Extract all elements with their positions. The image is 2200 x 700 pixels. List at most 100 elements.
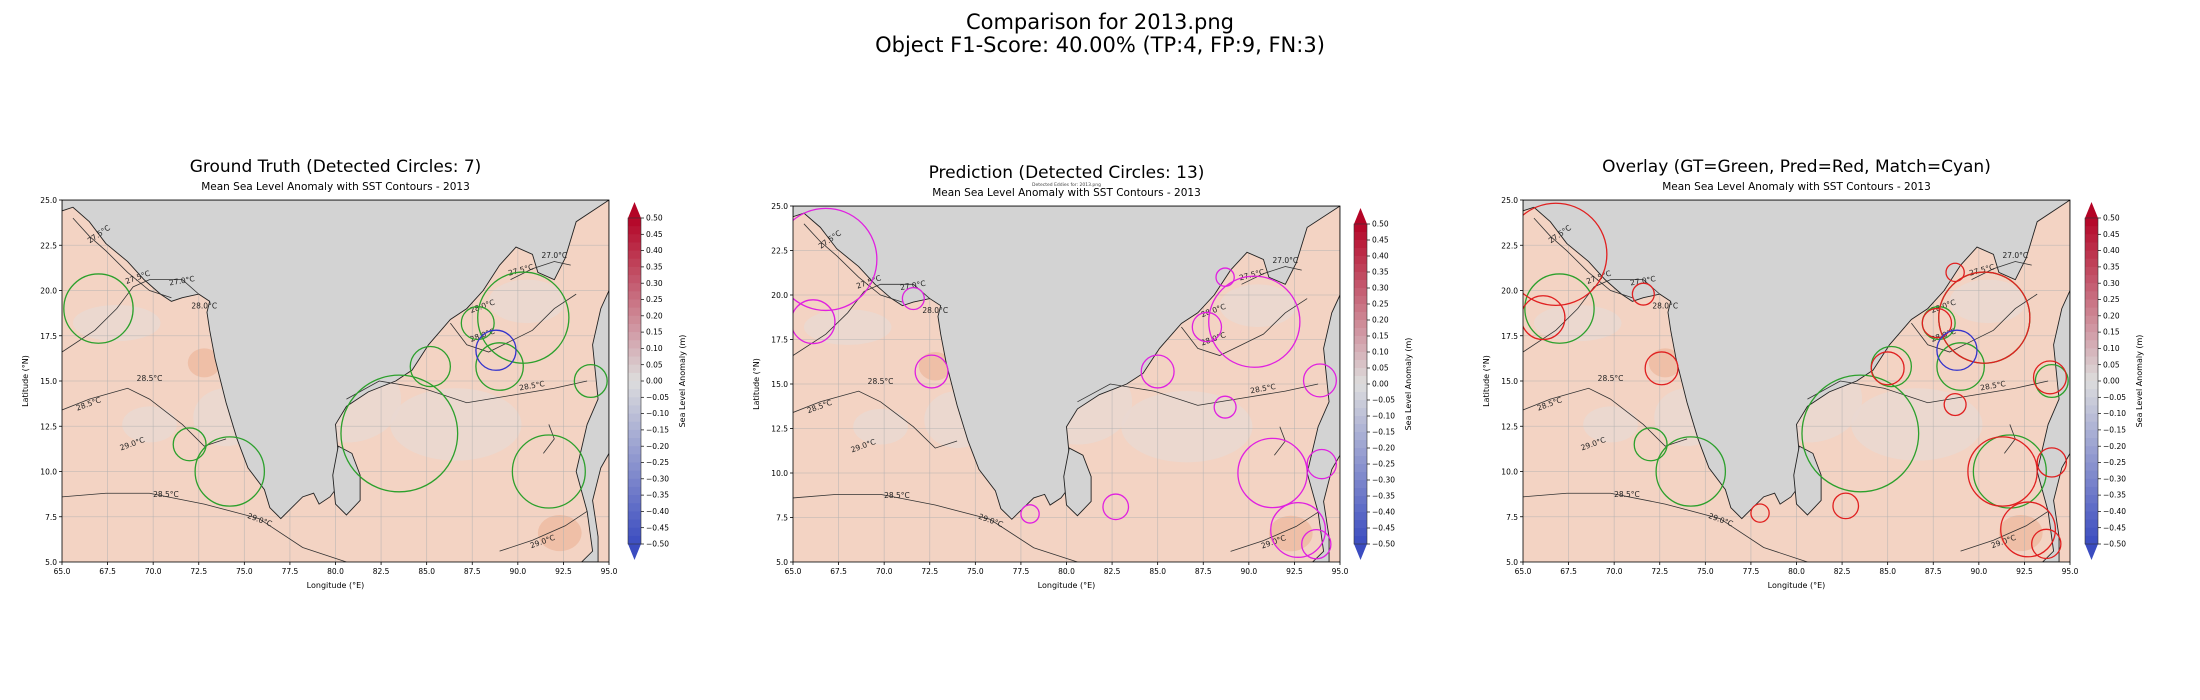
gt-circle	[460, 306, 495, 341]
colorbar-segment	[1354, 408, 1367, 417]
colorbar-tick-label: −0.50	[1372, 540, 1395, 549]
colorbar-tick-label: 0.00	[646, 377, 663, 386]
colorbar-segment	[1354, 336, 1367, 345]
anomaly-patch-low	[122, 406, 177, 443]
x-tick-label: 67.5	[1560, 567, 1577, 576]
colorbar-segment	[2085, 429, 2098, 439]
x-tick-label: 87.5	[1195, 567, 1212, 576]
x-tick-label: 85.0	[1879, 567, 1896, 576]
gt-circle	[1633, 427, 1668, 462]
colorbar-tick-label: −0.10	[646, 409, 669, 418]
sst-contour	[450, 293, 577, 353]
x-tick-label: 95.0	[601, 567, 618, 576]
sst-contour	[1971, 261, 2032, 280]
colorbar-segment	[2085, 438, 2098, 447]
colorbar-tick-label: 0.25	[1372, 300, 1389, 309]
x-axis-label: Longitude (°E)	[1038, 581, 1096, 590]
colorbar-segment	[628, 405, 641, 415]
colorbar-extend-bottom	[1354, 544, 1367, 560]
sst-contour	[62, 492, 347, 562]
colorbar-segment	[1354, 240, 1367, 249]
colorbar-segment	[1354, 400, 1367, 409]
colorbar-tick-label: 0.20	[646, 311, 663, 320]
y-tick-label: 10.0	[771, 469, 788, 478]
anomaly-patch-low	[1121, 391, 1253, 463]
colorbar-tick-label: 0.25	[646, 295, 663, 304]
sst-contour	[72, 217, 172, 299]
colorbar-segment	[628, 389, 641, 398]
pred-circle	[2031, 528, 2062, 560]
pred-circle	[1213, 395, 1237, 419]
landmass	[1523, 200, 2070, 562]
pred-circle	[1208, 275, 1301, 368]
colorbar-segment	[628, 535, 641, 545]
colorbar-tick-label: 0.40	[2103, 246, 2120, 255]
sst-contour	[1807, 380, 2049, 404]
sst-contour	[793, 283, 931, 356]
contour-label: 28.5°C	[884, 491, 910, 500]
figure-title-line1: Comparison for 2013.png	[965, 10, 1235, 34]
pred-circle	[901, 286, 925, 311]
colorbar-label: Sea Level Anomaly (m)	[2135, 335, 2144, 428]
colorbar-tick-label: 0.00	[2103, 377, 2120, 386]
y-tick-label: 25.0	[40, 196, 57, 205]
colorbar-segment	[2085, 454, 2098, 464]
colorbar-tick-label: −0.10	[1372, 412, 1395, 421]
sst-contour	[1911, 293, 2038, 353]
colorbar-tick-label: −0.20	[1372, 444, 1395, 453]
panel-title: Overlay (GT=Green, Pred=Red, Match=Cyan)	[1602, 157, 1991, 177]
colorbar-segment	[2085, 364, 2098, 374]
colorbar-segment	[1354, 288, 1367, 297]
colorbar-tick-label: 0.20	[1372, 316, 1389, 325]
colorbar-segment	[2085, 340, 2098, 349]
colorbar-tick-label: −0.05	[646, 393, 669, 402]
x-tick-label: 95.0	[2062, 567, 2079, 576]
x-tick-label: 72.5	[921, 567, 938, 576]
colorbar-tick-label: 0.50	[2103, 214, 2120, 223]
y-tick-label: 15.0	[40, 377, 57, 386]
colorbar-segment	[1354, 448, 1367, 457]
gt-circle	[477, 271, 570, 364]
y-tick-label: 20.0	[771, 291, 788, 300]
colorbar-tick-label: −0.45	[646, 523, 669, 532]
contour-label: 28.0°C	[191, 302, 217, 311]
colorbar-segment	[2085, 381, 2098, 390]
colorbar-segment	[1354, 296, 1367, 305]
anomaly-patch-low	[488, 279, 566, 324]
colorbar-tick-label: 0.05	[2103, 360, 2120, 369]
pred-circle	[1020, 504, 1040, 524]
anomaly-patch-low	[1949, 279, 2027, 324]
colorbar-segment	[1354, 352, 1367, 361]
y-tick-label: 12.5	[40, 422, 57, 431]
colorbar-segment	[2085, 372, 2098, 382]
colorbar-segment	[1354, 360, 1367, 369]
detected-eddies-text: Detected Eddies for: 2013.png	[1032, 182, 1101, 188]
colorbar-segment	[2085, 283, 2098, 292]
sst-contour	[1523, 279, 1661, 353]
anomaly-patch-high	[187, 348, 221, 378]
panel-3: Overlay (GT=Green, Pred=Red, Match=Cyan)…	[1482, 157, 2144, 590]
colorbar-segment	[1354, 520, 1367, 529]
colorbar-segment	[2085, 307, 2098, 317]
colorbar-segment	[1354, 328, 1367, 337]
colorbar-tick-label: −0.30	[646, 474, 669, 483]
colorbar-segment	[628, 234, 641, 244]
contour-label: 28.5°C	[153, 490, 179, 499]
contour-label: 27.0°C	[541, 251, 567, 260]
colorbar-tick-label: 0.45	[646, 230, 663, 239]
pred-circle	[1102, 493, 1130, 521]
colorbar-segment	[628, 348, 641, 358]
colorbar-tick-label: 0.10	[2103, 344, 2120, 353]
colorbar-tick-label: 0.05	[1372, 364, 1389, 373]
sst-contour	[1960, 510, 2049, 552]
contour-label: 28.5°C	[1598, 374, 1624, 383]
sst-contour	[499, 510, 588, 552]
sst-contour	[62, 387, 227, 447]
sst-contour	[793, 493, 1078, 562]
sst-contour	[1077, 383, 1319, 406]
pred-circle	[1832, 492, 1860, 520]
x-tick-label: 90.0	[509, 567, 526, 576]
colorbar-segment	[2085, 348, 2098, 358]
colorbar-tick-label: 0.40	[646, 246, 663, 255]
